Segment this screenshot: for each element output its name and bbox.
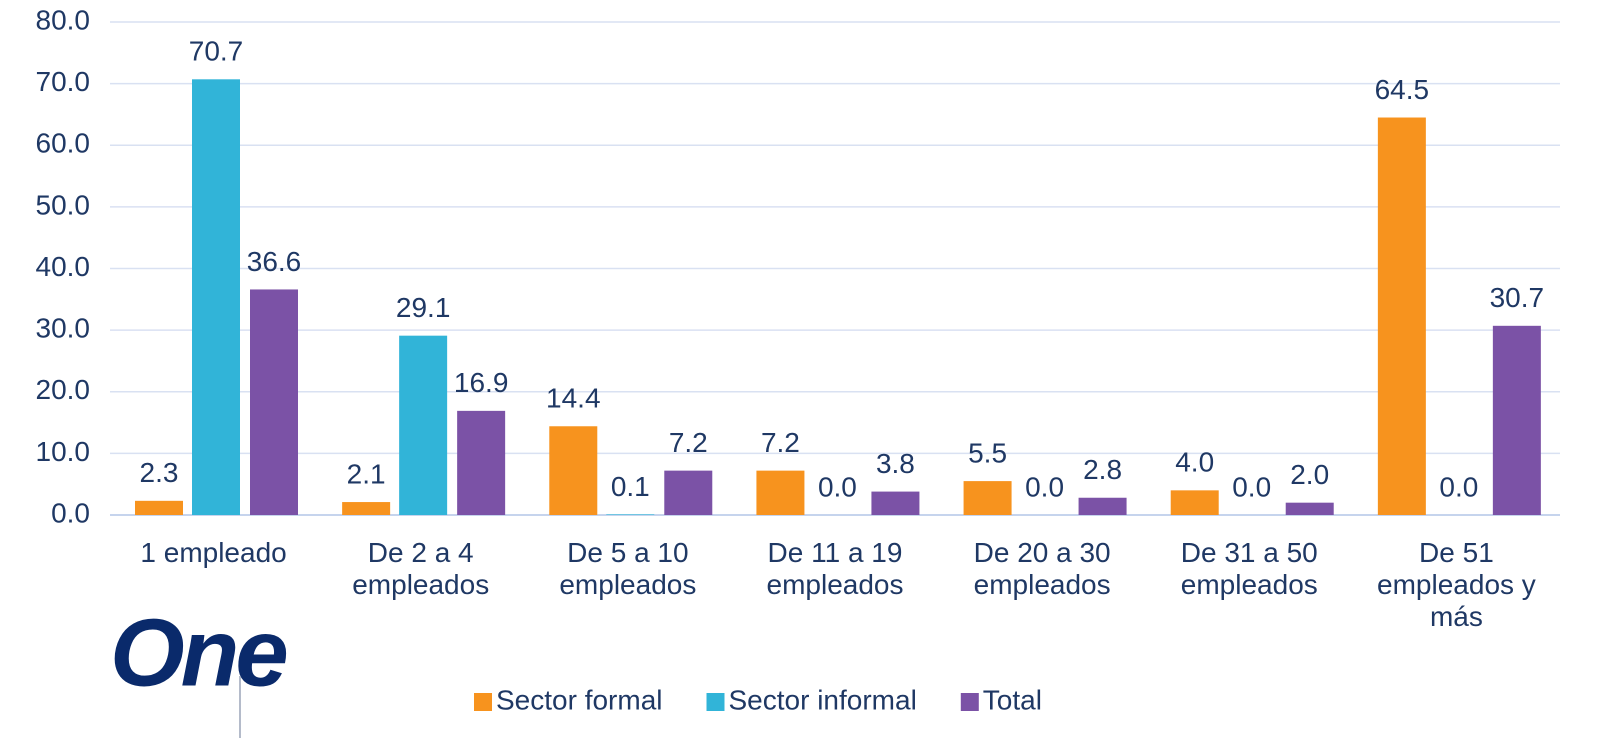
data-label: 4.0 bbox=[1175, 447, 1214, 478]
bar bbox=[457, 410, 506, 515]
data-label: 16.9 bbox=[454, 367, 509, 398]
bar bbox=[399, 335, 448, 515]
x-tick-label: De 2 a 4 empleados bbox=[352, 537, 490, 600]
bar bbox=[192, 79, 240, 515]
y-tick-label: 20.0 bbox=[36, 374, 91, 405]
data-label: 0.1 bbox=[611, 471, 650, 502]
data-label: 2.3 bbox=[140, 457, 179, 488]
x-tick-label: 1 empleado bbox=[140, 537, 287, 568]
legend-swatch bbox=[474, 693, 492, 711]
data-label: 3.8 bbox=[876, 448, 915, 479]
logo: One bbox=[110, 599, 286, 706]
x-tick-label: De 5 a 10 empleados bbox=[559, 537, 697, 600]
bar bbox=[1170, 490, 1219, 515]
bar bbox=[664, 470, 713, 515]
bar bbox=[1078, 497, 1127, 515]
y-tick-label: 0.0 bbox=[51, 497, 90, 528]
data-label: 7.2 bbox=[761, 427, 800, 458]
data-label: 36.6 bbox=[247, 246, 302, 277]
legend-label: Sector formal bbox=[496, 684, 663, 715]
data-label: 70.7 bbox=[189, 36, 244, 67]
y-tick-label: 70.0 bbox=[36, 66, 91, 97]
y-tick-label: 80.0 bbox=[36, 4, 91, 35]
y-tick-label: 10.0 bbox=[36, 436, 91, 467]
x-tick-label: De 31 a 50 empleados bbox=[1180, 537, 1318, 600]
data-label: 5.5 bbox=[968, 437, 1007, 468]
bar bbox=[871, 491, 920, 515]
bar bbox=[1285, 502, 1334, 515]
bar bbox=[1377, 117, 1426, 516]
data-label: 0.0 bbox=[1439, 471, 1478, 502]
data-label: 14.4 bbox=[546, 383, 601, 414]
bar bbox=[606, 514, 655, 515]
bar bbox=[250, 289, 298, 515]
bar bbox=[342, 502, 391, 515]
data-label: 2.0 bbox=[1290, 459, 1329, 490]
bar bbox=[1492, 325, 1541, 515]
x-tick-label: De 20 a 30 empleados bbox=[973, 537, 1111, 600]
legend-swatch bbox=[706, 693, 725, 711]
bar bbox=[135, 500, 183, 515]
data-label: 0.0 bbox=[1232, 471, 1271, 502]
legend-label: Total bbox=[983, 684, 1042, 715]
data-label: 2.1 bbox=[347, 458, 386, 489]
bar bbox=[756, 470, 805, 515]
x-tick-label: De 51 empleados y más bbox=[1377, 537, 1536, 632]
y-tick-label: 40.0 bbox=[36, 251, 91, 282]
y-tick-label: 30.0 bbox=[36, 313, 91, 344]
bar bbox=[963, 481, 1012, 515]
x-tick-label: De 11 a 19 empleados bbox=[766, 537, 904, 600]
y-tick-label: 60.0 bbox=[36, 128, 91, 159]
data-label: 30.7 bbox=[1490, 282, 1545, 313]
y-tick-label: 50.0 bbox=[36, 189, 91, 220]
data-label: 7.2 bbox=[669, 427, 708, 458]
bar bbox=[549, 426, 598, 515]
data-label: 64.5 bbox=[1375, 74, 1430, 105]
legend-label: Sector informal bbox=[729, 684, 917, 715]
data-label: 0.0 bbox=[1025, 471, 1064, 502]
legend-swatch bbox=[960, 693, 979, 711]
data-label: 2.8 bbox=[1083, 454, 1122, 485]
data-label: 29.1 bbox=[396, 292, 451, 323]
data-label: 0.0 bbox=[818, 471, 857, 502]
